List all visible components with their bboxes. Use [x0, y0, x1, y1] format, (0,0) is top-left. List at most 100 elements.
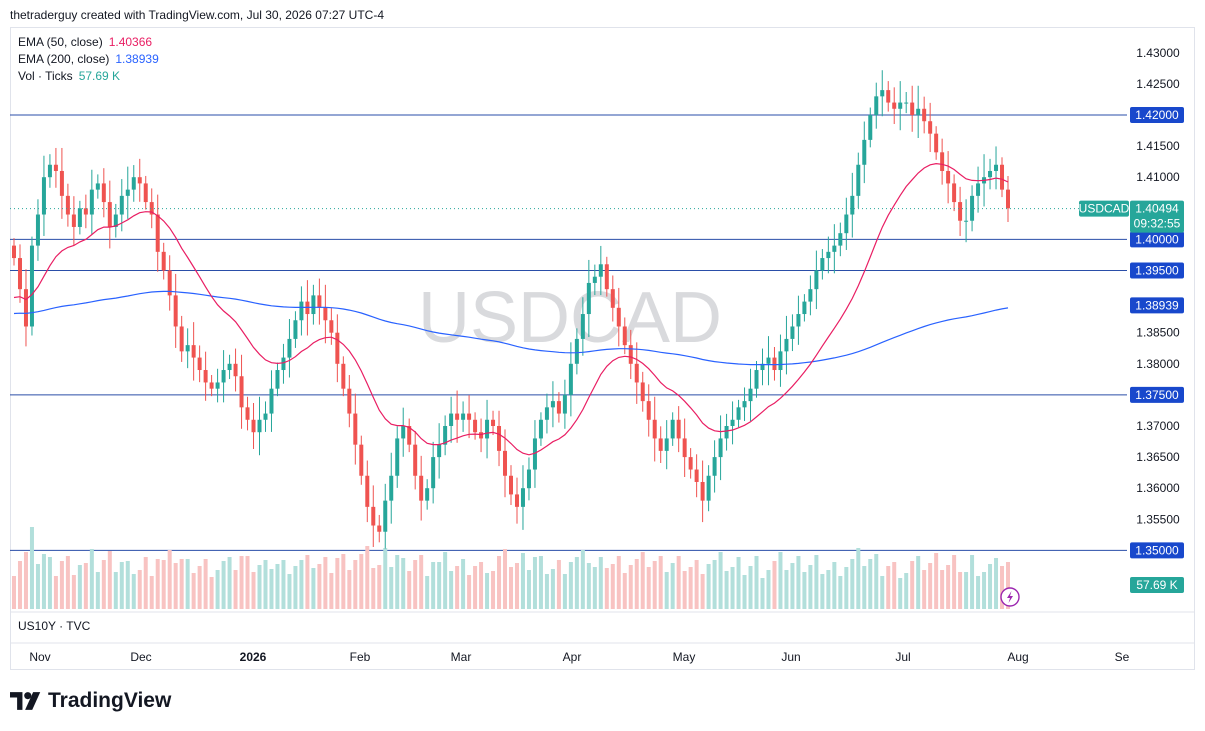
candle [431, 441, 436, 504]
price-tags: 1.420001.400001.395001.375001.350001.403… [1079, 107, 1184, 593]
legend-ema200[interactable]: EMA (200, close) 1.38939 [18, 52, 159, 66]
volume-bar [341, 554, 346, 609]
candle [59, 147, 64, 219]
candle-body [221, 370, 226, 383]
ema200-tag: 1.38939 [1130, 297, 1184, 314]
candle-body [263, 413, 268, 420]
candle-body [742, 401, 747, 408]
tradingview-brand[interactable]: TradingView [10, 689, 171, 713]
candle [796, 295, 801, 345]
volume-bar [407, 571, 412, 609]
volume-bar [520, 553, 525, 609]
volume-bar [802, 572, 807, 609]
candle [185, 328, 190, 369]
candle [628, 329, 633, 380]
legend-ema50[interactable]: EMA (50, close) 1.40366 [18, 35, 152, 49]
candle [167, 255, 172, 311]
candle-body [604, 264, 609, 290]
candle [41, 155, 46, 236]
candle [173, 273, 178, 348]
candle [964, 199, 969, 243]
volume-bar [778, 552, 783, 609]
candle [706, 465, 711, 512]
candle-body [203, 370, 208, 383]
candle [437, 423, 442, 479]
x-tick-label: 2026 [240, 650, 267, 664]
volume-bar [353, 560, 358, 609]
candle-body [838, 233, 843, 246]
candle-body [946, 170, 951, 184]
candle [994, 146, 999, 190]
candle [407, 418, 412, 453]
volume-bar [197, 566, 202, 609]
candle-body [964, 220, 969, 222]
volume-bar [29, 527, 34, 609]
candle [916, 85, 921, 139]
volume-bar [940, 570, 945, 609]
candle [287, 319, 292, 378]
lightning-icon[interactable] [1000, 587, 1020, 607]
candle [514, 477, 519, 524]
candle [736, 399, 741, 428]
candle-body [287, 338, 292, 358]
candle-body [520, 488, 525, 507]
candle [12, 238, 16, 266]
candle [215, 368, 220, 403]
candle [742, 387, 747, 422]
volume-bar [562, 574, 567, 609]
candle [844, 197, 849, 250]
candle-body [77, 208, 82, 227]
legend-volume[interactable]: Vol · Ticks 57.69 K [18, 69, 120, 83]
level-tag-bg [1130, 107, 1184, 123]
candle-body [125, 189, 130, 196]
candle [946, 151, 951, 204]
volume-bar [329, 573, 334, 609]
volume-bar [41, 554, 46, 609]
candle [473, 412, 478, 440]
x-tick-label: Mar [451, 650, 472, 664]
volume-bar [826, 570, 831, 609]
candle [317, 278, 322, 325]
level-tag-text: 1.40000 [1135, 232, 1179, 246]
candle-body [910, 102, 915, 115]
candle [694, 454, 699, 498]
candle [850, 172, 855, 238]
candle-body [227, 363, 232, 371]
candle-body [532, 438, 537, 470]
brand-name: TradingView [48, 689, 172, 712]
candle-body [377, 525, 382, 532]
volume-bar [35, 564, 40, 609]
candle [856, 152, 861, 208]
candle-body [113, 214, 118, 227]
candle-body [772, 357, 777, 371]
candle [622, 317, 627, 355]
candle-body [437, 444, 442, 458]
candle [802, 294, 807, 322]
volume-bar [377, 565, 382, 609]
volume-bar [227, 557, 232, 609]
level-tag: 1.42000 [1130, 107, 1184, 123]
candle [131, 165, 136, 202]
candle [107, 180, 112, 249]
price-axis[interactable]: 1.43000 1.42500 1.41500 1.41000 1.38500 1.380… [1136, 46, 1180, 527]
volume-bar [598, 557, 603, 609]
candle [419, 455, 424, 521]
subpane-label[interactable]: US10Y · TVC [18, 619, 91, 633]
candle [934, 126, 939, 160]
volume-bar [682, 571, 687, 609]
candle [347, 374, 352, 428]
candle [263, 401, 268, 432]
candle [479, 418, 484, 453]
y-tick-label: 1.37000 [1136, 419, 1180, 433]
level-tag-text: 1.37500 [1135, 388, 1179, 402]
level-tag-bg [1130, 542, 1184, 559]
candle-body [467, 413, 472, 420]
candle-body [616, 307, 621, 327]
time-axis[interactable]: Nov Dec 2026 Feb Mar Apr May Jun Jul Aug Se [29, 650, 1129, 664]
candle-body [880, 90, 885, 97]
volume-bar [628, 565, 633, 609]
volume-bar [215, 570, 220, 609]
volume-bar [664, 572, 669, 609]
